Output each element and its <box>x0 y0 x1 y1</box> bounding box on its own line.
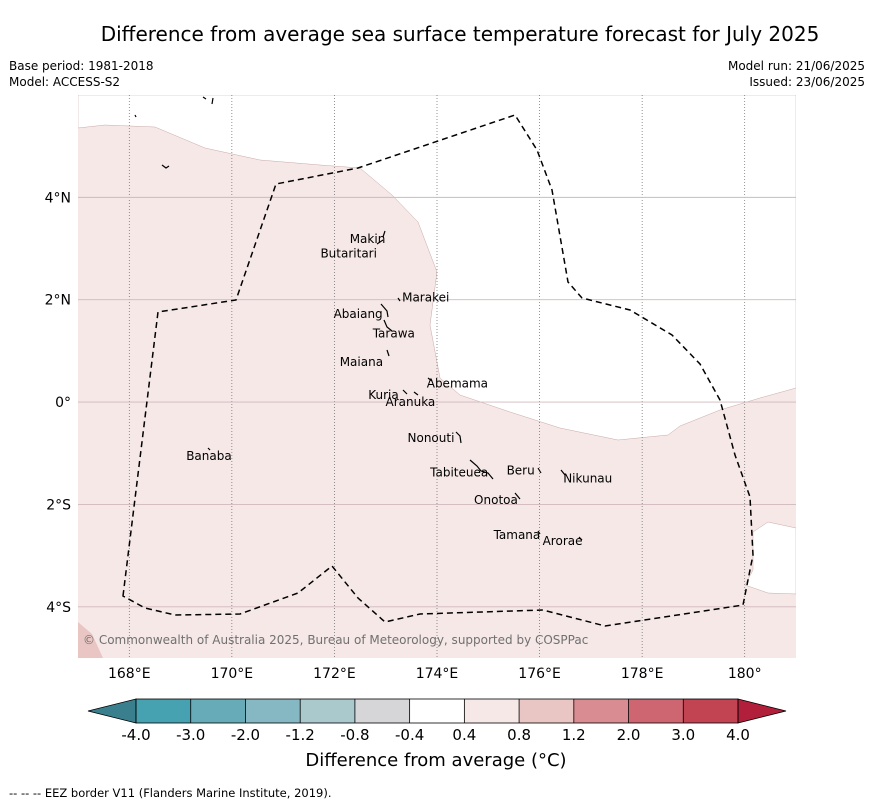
colorbar-label: Difference from average (°C) <box>305 750 567 771</box>
colorbar-swatch <box>519 699 574 723</box>
lon-tick-label: 172°E <box>313 666 356 682</box>
colorbar-tick-label: -3.0 <box>176 726 205 744</box>
eez-footnote: -- -- -- EEZ border V11 (Flanders Marine… <box>9 786 332 800</box>
colorbar-tick-label: 2.0 <box>617 726 641 744</box>
island-label: Maiana <box>340 355 383 369</box>
colorbar-tick-label: 0.4 <box>452 726 476 744</box>
colorbar-tick-label: 0.8 <box>507 726 531 744</box>
colorbar-swatch <box>190 699 246 723</box>
colorbar-tick-label: -0.4 <box>395 726 424 744</box>
map-plot-area <box>78 95 796 658</box>
lat-tick-label: 0° <box>55 395 71 411</box>
map-title: Difference from average sea surface temp… <box>100 22 820 46</box>
warm-patch-southwest <box>78 622 103 658</box>
island-label: Aranuka <box>385 395 435 409</box>
colorbar-tick-label: -4.0 <box>121 726 150 744</box>
island-label: Banaba <box>186 449 232 463</box>
colorbar-tick-label: 4.0 <box>726 726 750 744</box>
colorbar-swatch <box>136 699 191 723</box>
coastlines <box>134 96 583 541</box>
meta-left: Base period: 1981-2018 Model: ACCESS-S2 <box>9 58 154 90</box>
colorbar-swatch <box>573 699 629 723</box>
island-label: Abaiang <box>334 307 383 321</box>
colorbar-tick-label: -1.2 <box>286 726 315 744</box>
colorbar-swatch <box>245 699 301 723</box>
meta-right: Model run: 21/06/2025 Issued: 23/06/2025 <box>728 58 865 90</box>
island-label: Butaritari <box>320 246 377 260</box>
model-run: Model run: 21/06/2025 <box>727 59 865 73</box>
lon-tick-label: 170°E <box>211 666 254 682</box>
colorbar-swatch <box>300 699 355 723</box>
no-data-region-north <box>78 95 796 441</box>
colorbar-tick-label: 3.0 <box>671 726 695 744</box>
island-label: Makin <box>350 232 386 246</box>
lat-tick-label: 2°N <box>45 293 71 309</box>
colorbar-swatch <box>683 699 738 723</box>
graticule <box>78 95 796 658</box>
island-label: Abemama <box>427 377 488 391</box>
colorbar-swatch <box>464 699 520 723</box>
colorbar-swatch <box>628 699 684 723</box>
colorbar-extend-low <box>87 698 137 724</box>
island-label: Marakei <box>402 291 449 305</box>
eez-border <box>122 114 754 627</box>
island-label: Beru <box>507 464 535 478</box>
colorbar-swatch <box>409 699 465 723</box>
lon-tick-label: 178°E <box>621 666 664 682</box>
lat-tick-label: 4°S <box>46 600 71 616</box>
copyright-notice: © Commonwealth of Australia 2025, Bureau… <box>83 633 588 647</box>
colorbar-swatch <box>354 699 410 723</box>
island-label: Onotoa <box>474 493 518 507</box>
axis-labels: 168°E 170°E 172°E 174°E 176°E 178°E 180° 4°N 2°N… <box>45 190 762 682</box>
colorbar-tick-label: -0.8 <box>340 726 369 744</box>
island-label: Kuria <box>368 388 399 402</box>
issued-date: Issued: 23/06/2025 <box>749 75 865 89</box>
colorbar: -4.0 -3.0 -2.0 -1.2 -0.8 -0.4 0.4 0.8 1.2 2.0 3.0 4… <box>87 698 787 744</box>
island-label: Nonouti <box>408 431 455 445</box>
no-data-region-east <box>744 521 796 595</box>
base-period: Base period: 1981-2018 <box>9 59 154 73</box>
model-name: Model: ACCESS-S2 <box>9 75 121 89</box>
island-label: Tabiteuea <box>429 466 488 480</box>
lon-tick-label: 176°E <box>518 666 561 682</box>
lon-tick-label: 180° <box>728 666 762 682</box>
colorbar-extend-high <box>737 698 787 724</box>
colorbar-tick-label: -2.0 <box>231 726 260 744</box>
island-label: Arorae <box>543 534 583 548</box>
island-label: Nikunau <box>563 472 612 486</box>
island-label: Tamana <box>493 528 541 542</box>
lat-tick-label: 2°S <box>46 497 71 513</box>
lon-tick-label: 174°E <box>416 666 459 682</box>
lat-tick-label: 4°N <box>45 190 71 206</box>
colorbar-tick-label: 1.2 <box>562 726 586 744</box>
island-label: Tarawa <box>372 326 415 340</box>
lon-tick-label: 168°E <box>108 666 151 682</box>
